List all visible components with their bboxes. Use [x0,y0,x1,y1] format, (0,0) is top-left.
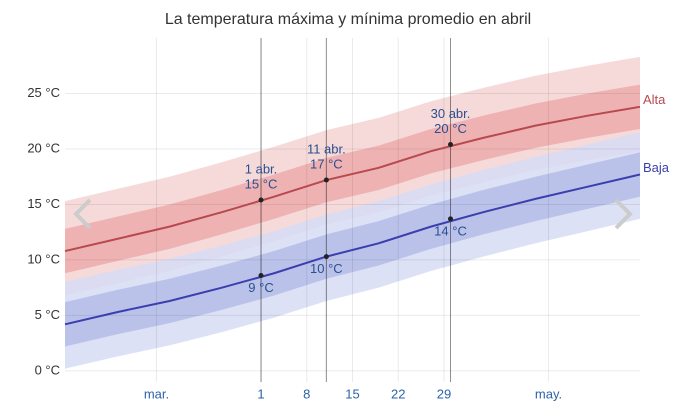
annotation-point [448,142,454,148]
x-tick-label: may. [535,386,562,401]
annotation-date: 30 abr. [431,106,471,121]
y-tick-label: 10 °C [27,251,60,266]
x-tick-label: mar. [144,386,169,401]
annotation-value: 15 °C [245,176,278,191]
chart-title: La temperatura máxima y mínima promedio … [165,11,531,28]
annotation-value: 10 °C [310,261,343,276]
series-label: Baja [643,160,670,175]
lines [64,105,641,326]
y-tick-label: 0 °C [35,362,60,377]
x-tick-label: 22 [391,386,405,401]
series-line [64,105,641,253]
band [65,84,640,274]
annotation-point [258,197,264,203]
prev-arrow[interactable] [73,198,92,230]
annotation-value: 9 °C [248,280,273,295]
y-tick-label: 15 °C [27,196,60,211]
x-tick-label: 8 [303,386,310,401]
annotation-point [323,254,329,260]
series-label: Alta [643,92,666,107]
annotation-value: 14 °C [434,223,467,238]
x-tick-label: 1 [257,386,264,401]
x-tick-label: 15 [345,386,359,401]
annotation-point [448,216,454,222]
y-tick-label: 20 °C [27,140,60,155]
y-tick-label: 25 °C [27,85,60,100]
annotation-point [258,272,264,278]
next-arrow[interactable] [614,198,633,230]
annotation-value: 20 °C [434,121,467,136]
y-tick-label: 5 °C [35,307,60,322]
annotation-value: 17 °C [310,156,343,171]
annotation-point [323,177,329,183]
annotation-date: 1 abr. [245,161,278,176]
grid [65,38,640,382]
series-line [64,173,641,326]
annotation-date: 11 abr. [307,141,346,156]
labels: 0 °C 5 °C 10 °C 15 °C 20 °C 25 °C mar. 1 8 15 22 29… [27,85,669,402]
x-tick-label: 29 [437,386,451,401]
